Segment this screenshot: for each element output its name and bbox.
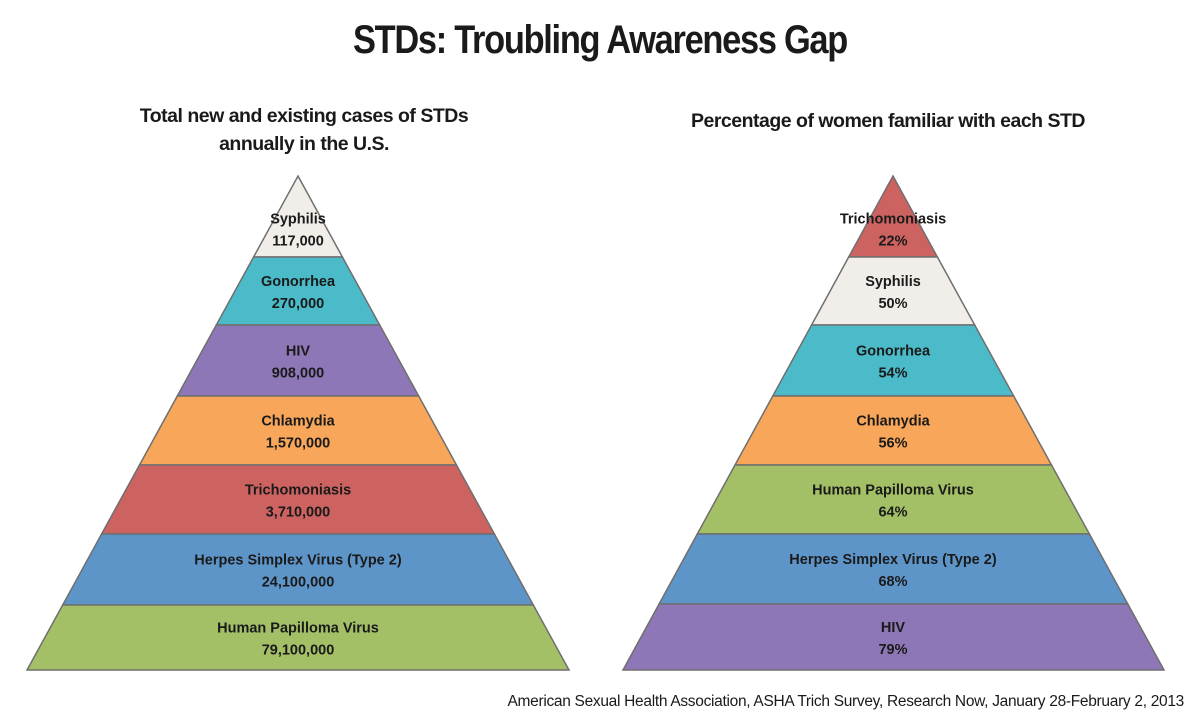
right-pyramid-level — [733, 395, 1053, 466]
right-level-label: Herpes Simplex Virus (Type 2) — [789, 552, 997, 568]
right-level-label: Human Papilloma Virus — [812, 483, 974, 499]
page-title: STDs: Troubling Awareness Gap — [352, 18, 848, 62]
right-pyramid-level — [771, 324, 1015, 397]
right-level-label: HIV — [881, 620, 906, 636]
right-level-value: 64% — [878, 505, 907, 521]
left-level-label: Herpes Simplex Virus (Type 2) — [194, 553, 402, 569]
right-level-value: 50% — [878, 296, 907, 312]
right-chart-title: Percentage of women familiar with each S… — [690, 110, 1086, 132]
left-pyramid-level — [61, 533, 535, 606]
right-level-value: 68% — [878, 574, 907, 590]
right-pyramid-level — [696, 464, 1091, 535]
left-level-value: 24,100,000 — [262, 575, 335, 591]
left-level-label: Trichomoniasis — [245, 483, 351, 499]
right-level-label: Gonorrhea — [856, 344, 931, 360]
left-level-value: 117,000 — [272, 234, 324, 250]
left-chart-title: Total new and existing cases of STDs ann… — [139, 105, 469, 155]
right-level-value: 56% — [878, 436, 907, 452]
right-pyramid-level — [657, 533, 1130, 605]
left-level-value: 908,000 — [272, 366, 324, 382]
left-level-value: 270,000 — [272, 296, 324, 312]
left-pyramid-level — [100, 464, 496, 535]
left-level-label: HIV — [286, 344, 311, 360]
right-pyramid-level — [621, 603, 1166, 671]
right-level-label: Chlamydia — [856, 414, 930, 430]
right-level-label: Trichomoniasis — [840, 212, 946, 228]
left-level-value: 3,710,000 — [266, 505, 331, 521]
left-level-label: Human Papilloma Virus — [217, 621, 379, 637]
left-pyramid-level — [215, 256, 381, 326]
left-level-label: Chlamydia — [261, 414, 335, 430]
left-level-label: Syphilis — [270, 212, 326, 228]
left-level-value: 1,570,000 — [266, 436, 331, 452]
right-level-value: 22% — [878, 234, 907, 250]
left-pyramid: Syphilis 117,000 Gonorrhea 270,000 HIV 908,00… — [25, 174, 571, 671]
left-pyramid-level — [25, 604, 571, 671]
left-pyramid-level — [176, 324, 420, 397]
left-level-value: 79,100,000 — [262, 643, 335, 659]
left-pyramid-level — [138, 395, 458, 466]
right-pyramid-level — [810, 256, 976, 326]
right-pyramid: Trichomoniasis 22% Syphilis 50% Gonorrhea 54%… — [621, 174, 1166, 671]
right-level-value: 79% — [878, 642, 907, 658]
right-level-label: Syphilis — [865, 274, 921, 290]
left-level-label: Gonorrhea — [261, 274, 336, 290]
source-note: American Sexual Health Association, ASHA… — [507, 693, 1184, 710]
right-level-value: 54% — [878, 366, 907, 382]
